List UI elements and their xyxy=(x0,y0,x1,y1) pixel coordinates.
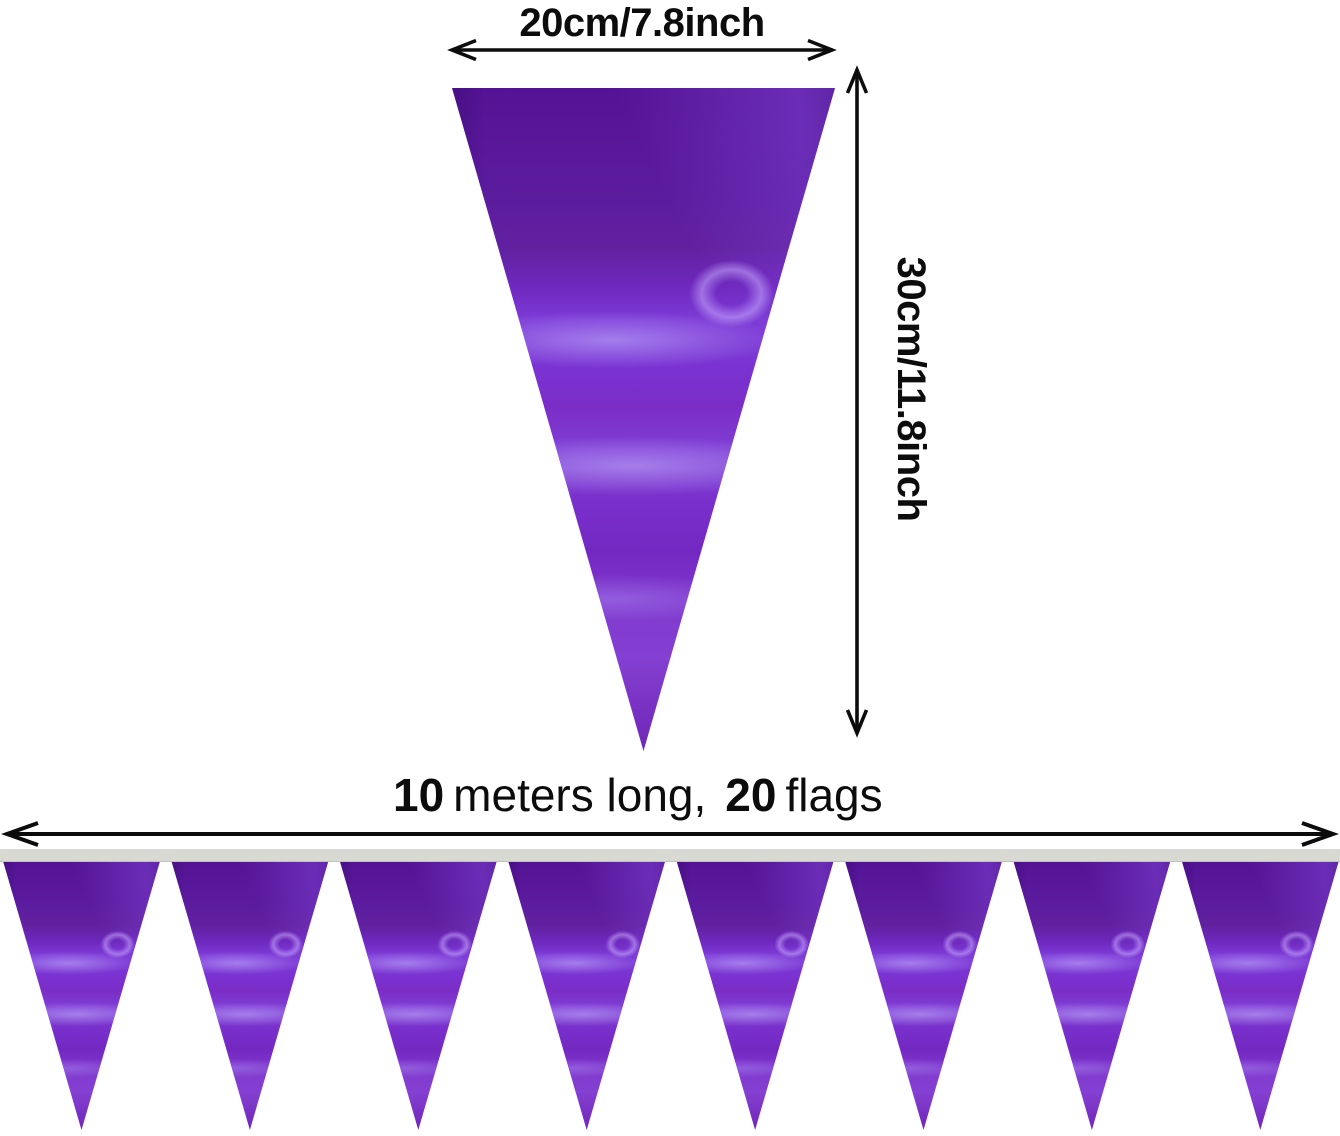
pennant-flag xyxy=(1013,861,1171,1130)
height-dimension-arrow-icon xyxy=(845,65,869,738)
pennant-flag xyxy=(508,861,666,1130)
length-label: 10 meters long, 20 flags xyxy=(393,768,883,822)
pennant-flag xyxy=(171,861,329,1130)
main-pennant-flag xyxy=(452,88,835,751)
pennant-flag xyxy=(3,861,160,1130)
length-meters-text: meters long, xyxy=(453,769,707,821)
width-dimension-arrow-icon xyxy=(447,38,837,62)
pennant-flag xyxy=(676,861,834,1130)
banner-string xyxy=(0,849,1340,862)
flag-count-text: flags xyxy=(785,769,883,821)
height-dimension-label: 30cm/11.8inch xyxy=(889,256,933,522)
pennant-flag xyxy=(845,861,1002,1130)
pennant-flag xyxy=(1181,861,1339,1130)
width-dimension-label: 20cm/7.8inch xyxy=(519,1,765,45)
pennant-flag xyxy=(339,861,497,1130)
length-dimension-arrow-icon xyxy=(1,821,1339,847)
length-meters-value: 10 xyxy=(393,769,445,821)
flag-count-value: 20 xyxy=(725,769,777,821)
